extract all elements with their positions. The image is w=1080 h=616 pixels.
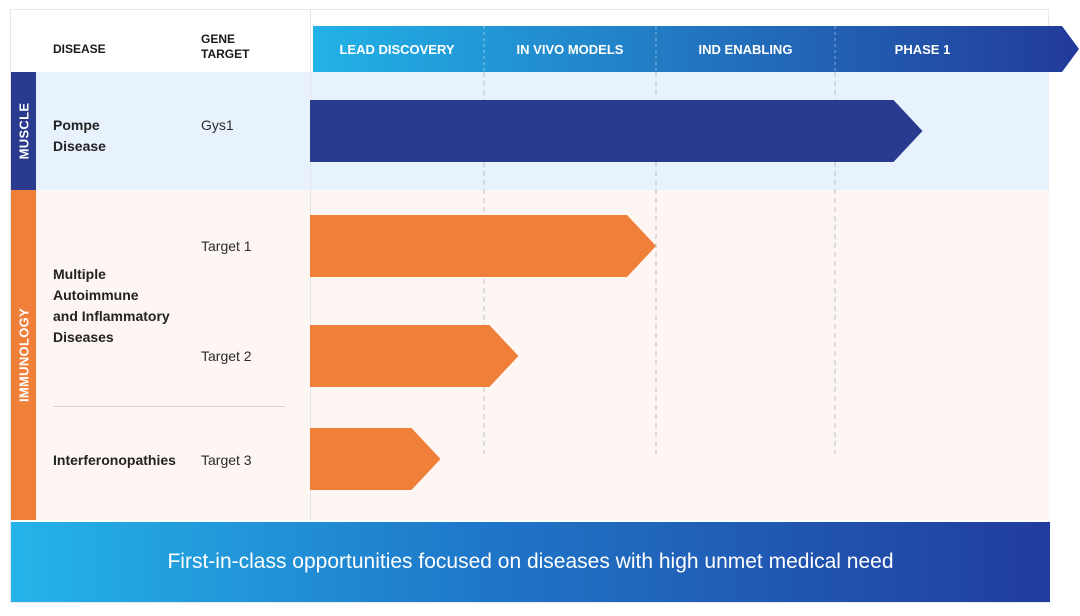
target-1: Target 1 <box>201 238 252 254</box>
disease-pompe: Pompe Disease <box>53 115 106 157</box>
muscle-category-label: MUSCLE <box>16 102 31 160</box>
phase-header-arrow: LEAD DISCOVERY IN VIVO MODELS IND ENABLING… <box>313 26 1080 72</box>
disease-autoimmune: Multiple Autoimmune and Inflammatory Dis… <box>53 264 170 348</box>
disease-line: Diseases <box>53 329 114 345</box>
target-3: Target 3 <box>201 452 252 468</box>
disease-line: and Inflammatory <box>53 308 170 324</box>
disease-interferonopathies: Interferonopathies <box>53 452 176 468</box>
stage-label: LEAD DISCOVERY <box>339 42 454 57</box>
disease-line: Disease <box>53 138 106 154</box>
target-gys1: Gys1 <box>201 117 234 133</box>
gene-target-column-header: GENE TARGET <box>201 32 249 62</box>
pipeline-chart-svg <box>310 72 923 490</box>
immunology-category-bar: IMMUNOLOGY <box>11 190 36 520</box>
target-2: Target 2 <box>201 348 252 364</box>
disease-line: Pompe <box>53 117 100 133</box>
pipeline-bar-target-1 <box>310 215 656 277</box>
pipeline-chart <box>310 72 970 512</box>
phase-header-svg: LEAD DISCOVERY IN VIVO MODELS IND ENABLING… <box>313 26 1079 72</box>
disease-line: Autoimmune <box>53 287 139 303</box>
gene-target-header-line2: TARGET <box>201 47 250 61</box>
pipeline-bar-target-3 <box>310 428 441 490</box>
stage-label: IN VIVO MODELS <box>517 42 624 57</box>
immunology-category-label: IMMUNOLOGY <box>16 308 31 402</box>
disease-column-header: DISEASE <box>53 42 106 56</box>
row-divider <box>53 406 285 407</box>
disease-line: Multiple <box>53 266 106 282</box>
footer-text: First-in-class opportunities focused on … <box>167 550 894 573</box>
stage-label: PHASE 1 <box>895 42 951 57</box>
stage-label: IND ENABLING <box>699 42 793 57</box>
gene-target-header-line1: GENE <box>201 32 236 46</box>
pipeline-bar-target-2 <box>310 325 519 387</box>
phase-header-shape <box>313 26 1079 72</box>
muscle-category-bar: MUSCLE <box>11 72 36 190</box>
footer-banner: First-in-class opportunities focused on … <box>11 522 1050 602</box>
pipeline-bar-gys1 <box>310 100 923 162</box>
